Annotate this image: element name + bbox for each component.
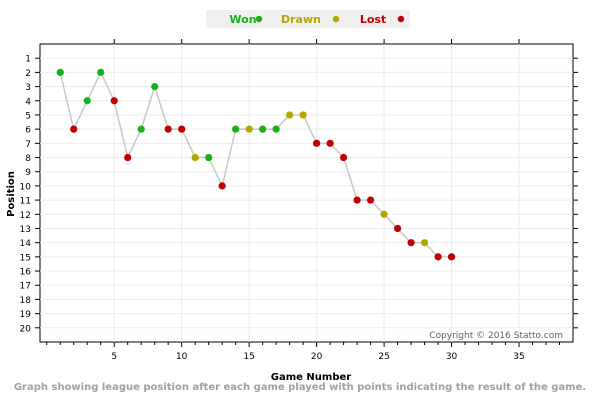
game-point-drawn (245, 125, 253, 133)
game-point-won (232, 125, 240, 133)
chart-caption: Graph showing league position after each… (13, 382, 587, 393)
legend-background (206, 10, 410, 28)
game-point-drawn (191, 153, 199, 162)
game-point-lost (434, 253, 442, 261)
x-tick-label: 10 (176, 352, 188, 362)
game-point-lost (110, 97, 118, 105)
game-point-lost (447, 253, 456, 261)
legend-label-won: Won (229, 13, 256, 26)
game-point-lost (407, 239, 415, 247)
position-line (59, 70, 452, 258)
x-tick-label: 20 (311, 352, 323, 362)
y-tick-label: 16 (20, 268, 32, 278)
game-point-won (83, 97, 91, 105)
y-tick-label: 9 (25, 168, 31, 178)
game-point-drawn (299, 111, 307, 119)
y-tick-label: 5 (25, 111, 31, 121)
plot-frame (39, 43, 574, 343)
legend-marker-won (255, 15, 263, 23)
x-tick-label: 35 (513, 352, 524, 362)
game-point-won (137, 125, 145, 133)
game-point-won (205, 153, 213, 162)
game-point-won (259, 125, 267, 133)
game-point-lost (340, 153, 348, 162)
y-tick-label: 15 (20, 253, 31, 263)
y-tick-label: 3 (25, 83, 31, 93)
y-tick-label: 1 (25, 55, 31, 65)
legend: Won Drawn Lost (229, 13, 405, 26)
y-tick-label: 18 (20, 296, 32, 306)
game-point-won (151, 82, 159, 91)
y-tick-label: 11 (20, 197, 31, 207)
game-point-lost (70, 125, 78, 133)
y-tick-label: 17 (20, 282, 31, 292)
game-point-lost (164, 125, 172, 133)
game-point-drawn (420, 239, 429, 247)
y-tick-label: 19 (20, 310, 32, 320)
legend-label-lost: Lost (360, 13, 386, 26)
game-point-lost (393, 224, 402, 233)
copyright-text: Copyright © 2016 Statto.com (429, 331, 563, 341)
game-point-won (272, 125, 280, 133)
game-point-drawn (380, 210, 388, 218)
x-tick-label: 25 (378, 352, 389, 362)
y-tick-label: 2 (25, 69, 31, 79)
x-tick-label: 5 (111, 352, 117, 362)
position-polyline (59, 70, 452, 258)
y-tick-label: 6 (25, 126, 31, 136)
legend-label-drawn: Drawn (281, 13, 321, 26)
game-point-lost (353, 196, 361, 204)
game-point-drawn (286, 111, 294, 119)
y-tick-label: 13 (20, 225, 31, 235)
game-point-won (97, 68, 105, 76)
legend-marker-lost (397, 15, 405, 23)
y-tick-label: 10 (20, 182, 32, 192)
game-point-lost (313, 139, 321, 147)
y-tick-label: 14 (20, 239, 32, 249)
x-axis-label: Game Number (271, 372, 351, 383)
grid (40, 44, 573, 342)
y-tick-label: 12 (20, 211, 31, 221)
game-point-lost (178, 125, 186, 133)
y-tick-label: 8 (25, 154, 31, 164)
legend-marker-drawn (332, 15, 340, 23)
y-tick-label: 20 (20, 324, 32, 334)
game-point-lost (218, 182, 226, 190)
result-points (56, 68, 456, 261)
x-tick-label: 30 (446, 352, 458, 362)
game-point-won (56, 68, 64, 76)
game-point-lost (366, 196, 375, 204)
x-tick-label: 15 (243, 352, 254, 362)
y-axis-label: Position (6, 171, 17, 217)
y-tick-label: 7 (25, 140, 31, 150)
game-point-lost (124, 153, 132, 162)
y-tick-label: 4 (25, 97, 31, 107)
game-point-lost (326, 139, 334, 147)
